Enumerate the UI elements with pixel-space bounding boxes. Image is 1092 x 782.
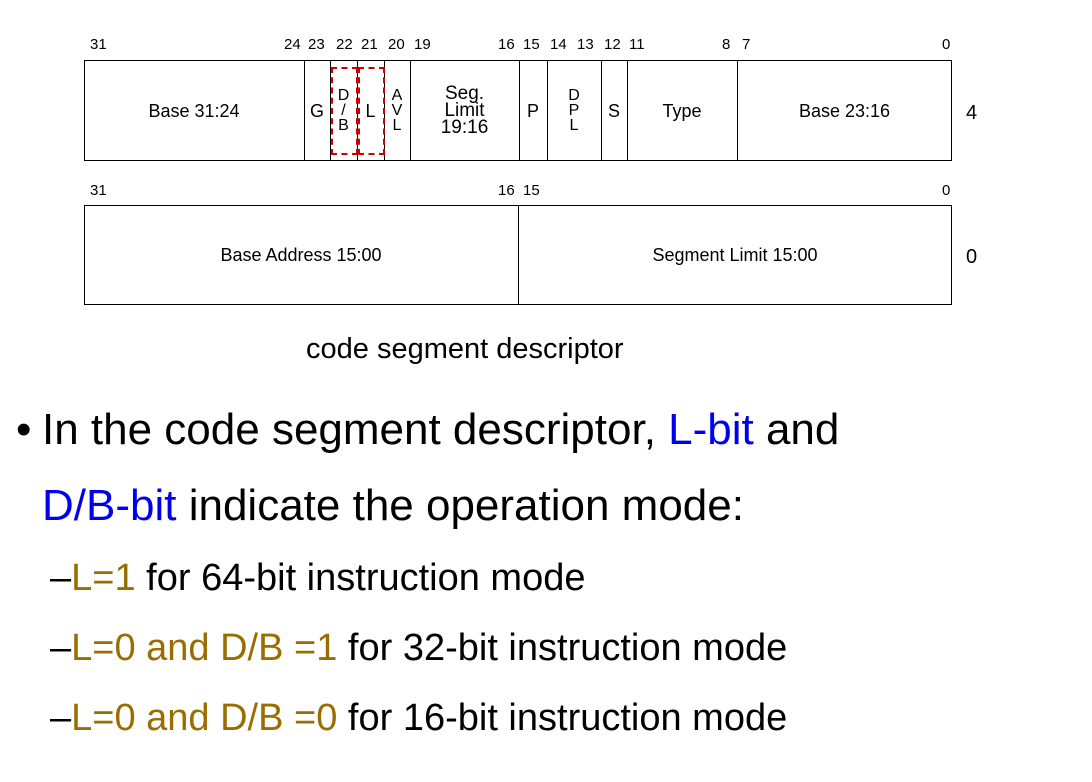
sub-condition: L=0 and D/B =1 xyxy=(71,627,338,669)
bit-label-24: 24 xyxy=(284,36,301,53)
bit-label-0: 0 xyxy=(942,36,951,53)
bit-label-23: 23 xyxy=(308,36,325,53)
field-s: S xyxy=(607,100,620,121)
seg-limit-line-2: Limit xyxy=(444,100,485,121)
divider xyxy=(737,60,738,161)
bit-label-11: 11 xyxy=(629,36,645,53)
bullet-line-2: D/B-bit indicate the operation mode: xyxy=(42,480,744,532)
divider xyxy=(410,60,411,161)
bit-label-8: 8 xyxy=(722,36,731,53)
l-bit-term: L-bit xyxy=(668,405,754,454)
bit-label-7: 7 xyxy=(742,36,751,53)
divider xyxy=(601,60,602,161)
bit-label-16: 16 xyxy=(498,36,515,53)
bullet-pre: In the code segment descriptor, xyxy=(42,405,669,454)
divider xyxy=(518,205,519,305)
bit-label-22: 22 xyxy=(336,36,353,53)
bit-label-15-low: 15 xyxy=(523,182,540,199)
field-avl-l: L xyxy=(392,117,402,134)
field-avl-v: V xyxy=(391,102,403,119)
bit-label-16-low: 16 xyxy=(498,182,515,199)
field-l: L xyxy=(365,100,376,121)
field-db-b: B xyxy=(338,117,349,134)
bit-label-14: 14 xyxy=(550,36,567,53)
field-dpl-l: L xyxy=(569,117,579,134)
bit-label-31: 31 xyxy=(90,36,107,53)
field-avl-a: A xyxy=(391,87,403,104)
field-base-23-16: Base 23:16 xyxy=(798,100,891,121)
subitem-32bit: –L=0 and D/B =1 for 32-bit instruction m… xyxy=(50,626,787,670)
sub-condition: L=1 xyxy=(71,557,136,599)
bit-label-15: 15 xyxy=(523,36,540,53)
field-dpl-p: P xyxy=(568,102,580,119)
field-type: Type xyxy=(662,100,702,121)
sub-text: for 64-bit instruction mode xyxy=(135,557,586,599)
row-offset-4: 4 xyxy=(966,102,978,124)
divider xyxy=(547,60,548,161)
divider xyxy=(519,60,520,161)
seg-limit-line-1: Seg. xyxy=(444,83,485,104)
sub-text: for 16-bit instruction mode xyxy=(337,697,788,739)
field-base-31-24: Base 31:24 xyxy=(148,100,240,121)
sub-dash: – xyxy=(50,627,72,669)
bit-label-20: 20 xyxy=(388,36,405,53)
field-db-d: D xyxy=(337,87,350,104)
bit-label-19: 19 xyxy=(414,36,431,53)
field-segment-limit-15-00: Segment Limit 15:00 xyxy=(652,245,818,265)
subitem-64bit: –L=1 for 64-bit instruction mode xyxy=(50,556,586,600)
field-dpl-d: D xyxy=(568,87,580,104)
highlight-db-box xyxy=(331,67,358,155)
field-dpl: D P L xyxy=(547,60,601,161)
subitem-16bit: –L=0 and D/B =0 for 16-bit instruction m… xyxy=(50,696,787,740)
sub-dash: – xyxy=(50,557,72,599)
sub-condition: L=0 and D/B =0 xyxy=(71,697,338,739)
bullet-line-1: In the code segment descriptor, L-bit an… xyxy=(42,404,839,456)
db-bit-term: D/B-bit xyxy=(42,481,177,530)
bit-label-12: 12 xyxy=(604,36,621,53)
field-p: P xyxy=(526,100,539,121)
bullet-and: and xyxy=(753,405,840,454)
divider xyxy=(627,60,628,161)
divider xyxy=(330,60,331,161)
bullet-marker: • xyxy=(16,405,32,454)
sub-dash: – xyxy=(50,697,72,739)
diagram-caption: code segment descriptor xyxy=(306,333,624,365)
sub-text: for 32-bit instruction mode xyxy=(337,627,788,669)
field-base-address-15-00: Base Address 15:00 xyxy=(220,245,382,265)
bit-label-13: 13 xyxy=(577,36,594,53)
bit-label-21: 21 xyxy=(361,36,378,53)
field-g: G xyxy=(309,100,324,121)
field-db: D / B xyxy=(330,60,357,161)
field-seg-limit-19-16: Seg. Limit 19:16 xyxy=(410,60,519,161)
bit-label-31-low: 31 xyxy=(90,182,107,199)
row-offset-0: 0 xyxy=(966,246,978,268)
bullet-rest: indicate the operation mode: xyxy=(176,481,744,530)
divider xyxy=(304,60,305,161)
highlight-l-box xyxy=(358,67,385,155)
seg-limit-line-3: 19:16 xyxy=(440,117,489,138)
descriptor-top-box xyxy=(84,60,952,161)
field-db-slash: / xyxy=(341,102,346,119)
field-avl: A V L xyxy=(384,60,410,161)
bit-label-0-low: 0 xyxy=(942,182,951,199)
